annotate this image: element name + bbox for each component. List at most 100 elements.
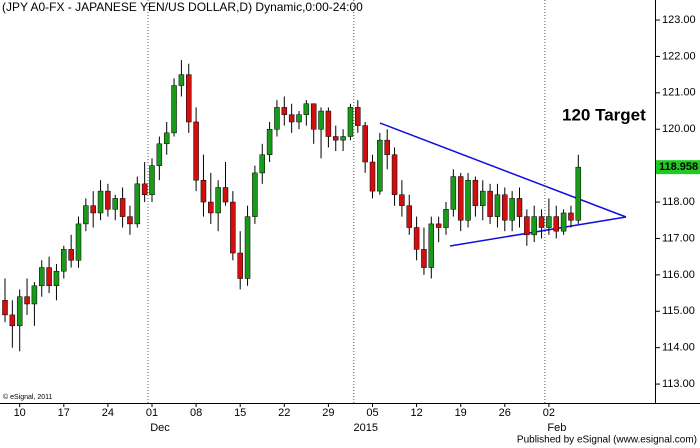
candle-body — [215, 187, 221, 214]
candle-body — [472, 179, 479, 206]
candle-body — [163, 132, 170, 145]
candle-body — [134, 183, 141, 225]
candle-body — [516, 198, 523, 217]
candle-body — [384, 139, 390, 155]
candle-body — [274, 107, 280, 130]
candle-body — [244, 216, 251, 279]
candle-body — [75, 223, 82, 261]
candle-body — [237, 252, 243, 279]
x-tick-label: 02 — [543, 407, 555, 419]
candle-body — [83, 205, 89, 225]
x-tick-label: 10 — [14, 407, 26, 419]
candle-body — [406, 205, 412, 228]
candle-body — [149, 165, 155, 196]
candle-body — [97, 190, 104, 214]
y-tick-label: 115.00 — [662, 305, 695, 317]
month-label: Dec — [150, 422, 170, 434]
candle-body — [46, 267, 52, 287]
candle-body — [421, 249, 427, 268]
annotation: 120 Target — [562, 105, 646, 124]
y-tick-label: 123.00 — [662, 14, 696, 26]
candle-body — [502, 194, 508, 221]
y-tick-label: 116.00 — [662, 269, 695, 281]
x-tick-label: 08 — [190, 407, 202, 419]
candle-body — [546, 216, 552, 228]
candle-body — [68, 249, 74, 261]
candle-body — [362, 125, 368, 163]
candle-body — [90, 205, 96, 214]
x-tick-label: 24 — [102, 407, 114, 419]
candle-body — [531, 216, 537, 236]
candle-body — [200, 179, 207, 203]
x-tick-label: 12 — [410, 407, 422, 419]
month-label: 2015 — [354, 422, 378, 434]
last-price-box — [656, 160, 700, 175]
candle-body — [553, 216, 559, 232]
candle-body — [310, 103, 317, 130]
candle-body — [24, 296, 30, 305]
candle-body — [127, 216, 133, 225]
candle-body — [369, 161, 376, 192]
candle-body — [524, 216, 530, 236]
candle-body — [340, 136, 346, 141]
y-tick-label: 117.00 — [662, 232, 695, 244]
candle-body — [568, 212, 574, 221]
candle-body — [377, 139, 383, 192]
candle-body — [509, 198, 515, 221]
candle-body — [443, 209, 449, 228]
candle-body — [39, 267, 45, 287]
candle-body — [178, 74, 185, 86]
y-tick-label: 122.00 — [662, 50, 696, 62]
candle-body — [9, 314, 16, 327]
chart-title: (JPY A0-FX - JAPANESE YEN/US DOLLAR,D) D… — [2, 0, 363, 14]
candle-body — [259, 154, 265, 174]
candle-body — [208, 201, 214, 214]
candle-body — [333, 136, 339, 141]
candle-body — [325, 110, 332, 137]
candle-body — [186, 74, 192, 123]
x-tick-label: 29 — [322, 407, 334, 419]
candle-body — [119, 198, 126, 217]
candle-body — [480, 190, 486, 206]
candle-body — [193, 121, 199, 181]
candle-body — [31, 285, 38, 305]
publisher: Published by eSignal (www.esignal.com) — [517, 435, 697, 446]
x-tick-label: 15 — [234, 407, 246, 419]
y-tick-label: 118.00 — [662, 196, 695, 208]
x-tick-label: 05 — [366, 407, 378, 419]
trendline-upper — [379, 122, 627, 218]
candle-body — [391, 154, 398, 196]
candle-body — [538, 216, 545, 228]
candle-body — [560, 212, 567, 232]
candle-body — [252, 172, 258, 217]
candle-body — [156, 143, 163, 166]
y-tick-label: 120.00 — [662, 123, 696, 135]
candle-body — [355, 107, 361, 126]
x-tick-label: 19 — [455, 407, 467, 419]
candle-body — [347, 107, 354, 137]
candle-body — [450, 176, 457, 210]
candle-body — [318, 110, 324, 130]
y-tick-label: 121.00 — [662, 87, 696, 99]
candle-body — [112, 198, 118, 210]
candle-body — [141, 183, 148, 196]
candle-body — [494, 194, 501, 217]
candle-body — [575, 166, 582, 221]
candle-body — [53, 270, 60, 287]
candle-body — [303, 103, 310, 115]
candle-body — [222, 187, 229, 203]
candle-body — [465, 179, 471, 221]
candle-body — [435, 223, 442, 228]
x-tick-label: 22 — [278, 407, 290, 419]
candle-body — [296, 114, 302, 123]
x-tick-label: 17 — [58, 407, 70, 419]
candle-body — [61, 249, 67, 272]
candle-body — [171, 85, 177, 134]
month-label: Feb — [547, 422, 566, 434]
x-tick-label: 26 — [499, 407, 511, 419]
candle-body — [230, 201, 236, 254]
x-tick-label: 01 — [146, 407, 158, 419]
